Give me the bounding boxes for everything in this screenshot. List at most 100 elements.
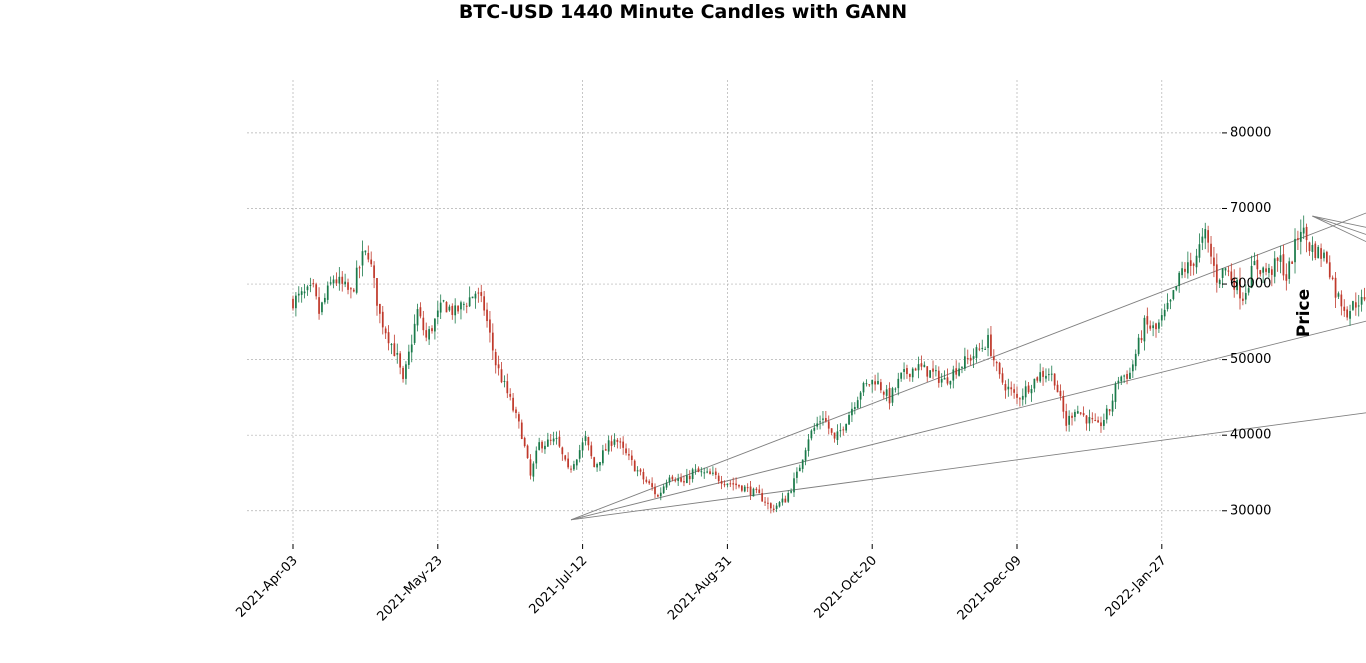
candle-body [552,438,555,442]
candle-body [888,387,891,404]
candle-body [940,378,943,383]
candle-body [457,305,459,312]
candle-body [853,406,856,409]
candle-body [570,468,572,470]
candle-body [564,455,567,460]
candle-body [865,383,868,385]
candle-body [1030,389,1033,394]
candle-body [338,276,341,284]
candle-body [494,352,497,366]
candle-body [1169,299,1172,302]
candle-body [1100,422,1102,427]
candle-body [1184,268,1186,272]
candle-body [807,439,810,451]
candle-body [946,377,949,384]
candle-body [781,498,784,503]
candle-body [1259,270,1262,275]
candle-body [787,493,790,502]
candle-body [975,347,978,358]
candle-body [1360,296,1363,305]
candle-body [326,285,329,300]
candle-body [544,445,546,450]
candle-body [654,486,656,495]
candle-body [856,400,859,409]
y-tick-label: 60000 [1230,277,1271,292]
candle-body [880,382,882,391]
candle-body [639,469,642,472]
candle-body [1004,384,1007,391]
x-tick-label: 2021-May-23 [374,553,445,624]
candle-body [755,488,758,491]
candle-body [1071,415,1073,418]
candle-body [801,459,804,469]
candle-body [827,421,830,429]
candle-body [1068,415,1070,425]
candle-body [1163,309,1166,317]
candle-body [1198,244,1201,258]
candle-body [555,437,558,439]
candle-body [1352,301,1354,310]
candle-body [833,432,836,439]
candle-body [520,422,523,439]
candle-body [839,430,842,432]
candle-body [370,259,373,265]
candle-body [1120,376,1123,382]
candle-body [824,418,827,422]
candle-body [1160,315,1163,321]
candle-body [1230,271,1233,281]
candle-body [903,369,905,372]
candle-body [1346,309,1349,318]
candle-body [694,469,697,471]
candle-body [804,450,807,461]
candle-body [706,471,708,473]
candle-body [1218,279,1221,284]
candle-body [1175,286,1178,290]
candle-body [764,501,766,503]
candle-body [923,364,926,368]
candle-body [619,441,622,443]
candle-body [798,467,801,472]
candle-body [1010,387,1013,390]
candle-body [732,483,735,485]
candle-body [497,364,500,369]
candle-body [1337,293,1340,297]
candle-body [587,437,590,446]
candle-body [439,302,442,313]
candle-body [897,378,900,389]
candle-body [1265,268,1267,272]
candle-body [862,383,865,393]
candle-body [1074,411,1076,418]
candle-body [630,455,633,461]
candle-body [1126,374,1128,379]
candle-body [1166,302,1169,310]
candle-body [1204,229,1207,239]
candle-body [746,487,749,489]
candle-body [323,297,326,303]
candle-body [480,292,483,296]
candle-body [532,463,535,477]
candle-body [1111,400,1114,412]
candle-body [1082,413,1085,416]
candle-body [735,483,737,486]
candle-body [599,461,601,466]
candle-body [1140,337,1143,341]
candle-body [1268,267,1270,273]
candle-body [1178,272,1181,287]
candle-body [1149,325,1152,329]
candle-body [937,370,940,383]
candle-body [381,311,384,328]
candle-body [445,301,448,313]
candle-body [894,388,897,390]
candle-body [613,439,616,445]
candle-body [943,377,946,380]
candle-body [900,372,903,379]
candle-body [350,288,352,290]
candle-body [1317,246,1320,259]
candle-body [581,442,584,451]
candle-body [454,305,457,316]
candle-body [523,437,526,447]
candle-body [1088,417,1091,424]
candle-body [1117,380,1120,384]
candle-body [1181,268,1183,276]
candle-body [920,363,923,367]
